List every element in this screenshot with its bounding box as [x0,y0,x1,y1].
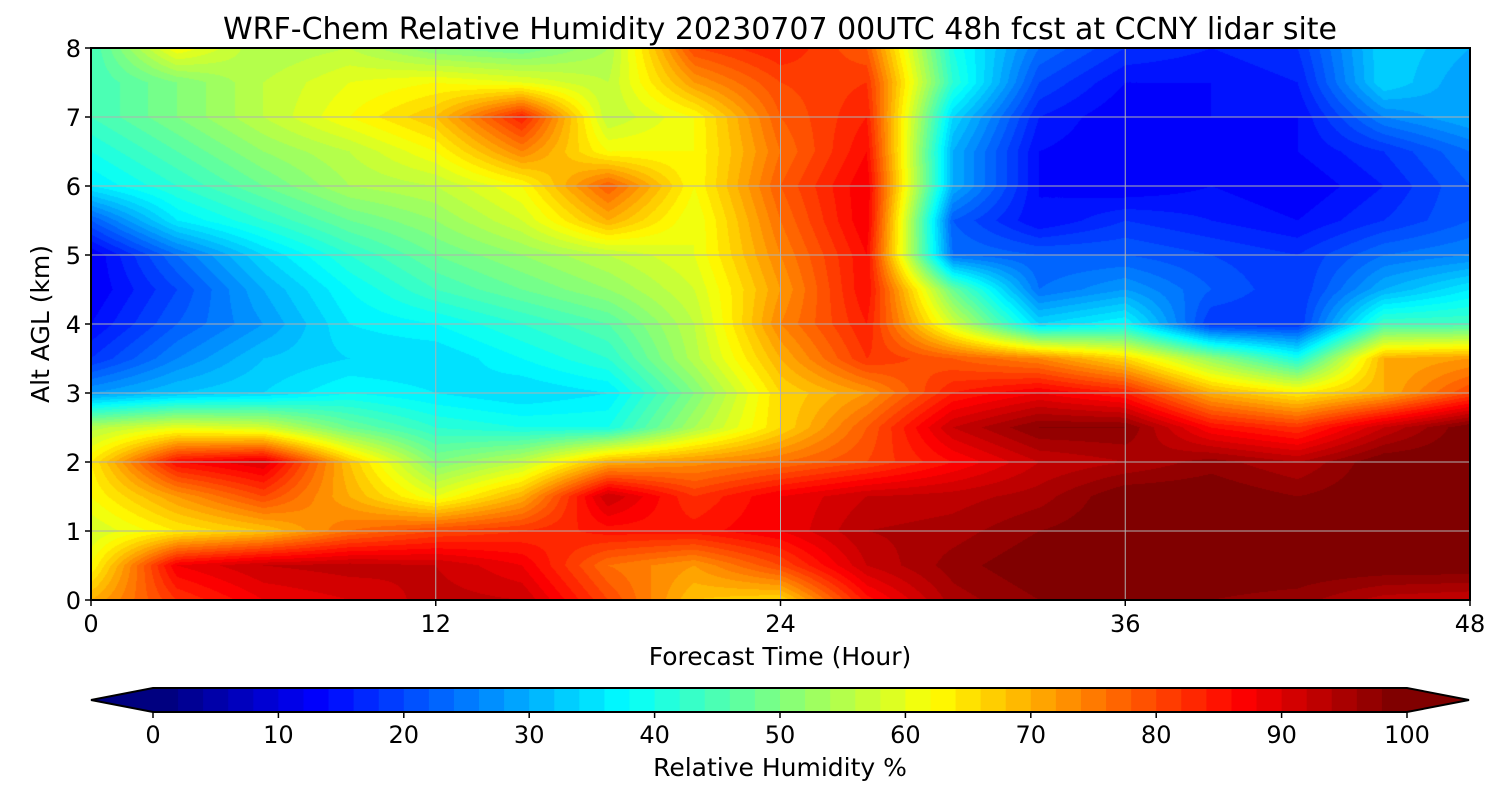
colorbar-swatch [428,688,455,712]
y-tick-label: 1 [66,518,81,546]
colorbar-swatch [378,688,405,712]
colorbar-swatch [604,688,631,712]
colorbar-swatch [1080,688,1107,712]
colorbar-swatch [654,688,681,712]
x-axis-label: Forecast Time (Hour) [649,642,912,671]
colorbar-swatch [203,688,229,712]
y-tick-label: 5 [66,242,81,270]
colorbar-swatch [453,688,480,712]
colorbar-tick-label: 100 [1384,721,1430,749]
y-tick-label: 8 [66,35,81,63]
colorbar-tick-label: 50 [765,721,796,749]
colorbar-swatch [228,688,254,712]
colorbar-swatch [253,688,279,712]
colorbar-swatch [403,688,430,712]
x-tick-label: 12 [420,610,451,638]
colorbar-swatch [1306,688,1333,712]
x-tick-label: 36 [1110,610,1141,638]
colorbar-swatch [729,688,756,712]
colorbar-swatch [1381,688,1408,712]
colorbar-tick-label: 70 [1016,721,1047,749]
x-axis-ticks: 0 12 24 36 48 [83,600,1485,638]
colorbar-swatch [303,688,330,712]
colorbar-swatch [178,688,204,712]
grid-lines [91,48,1470,600]
colorbar: 0 10 20 30 40 50 60 70 80 90 100 [90,687,1470,749]
colorbar-extend-low [91,688,153,712]
colorbar-tick-label: 20 [389,721,420,749]
colorbar-swatch [930,688,957,712]
y-tick-label: 4 [66,311,81,339]
y-tick-label: 0 [66,587,81,615]
colorbar-tick-label: 90 [1266,721,1297,749]
colorbar-swatch [780,688,806,712]
colorbar-swatch [1256,688,1283,712]
colorbar-swatch [328,688,355,712]
colorbar-swatch [629,688,656,712]
colorbar-label: Relative Humidity % [653,753,907,782]
colorbar-swatch [1206,688,1233,712]
colorbar-swatch [1106,688,1132,712]
colorbar-tick-label: 10 [263,721,294,749]
colorbar-swatch [1231,688,1258,712]
chart-title: WRF-Chem Relative Humidity 20230707 00UT… [223,12,1337,47]
colorbar-extend-high [1407,688,1469,712]
colorbar-swatch [504,688,530,712]
colorbar-swatch [905,688,932,712]
colorbar-swatch [704,688,731,712]
colorbar-swatch [679,688,706,712]
colorbar-swatch [554,688,580,712]
colorbar-swatch [529,688,555,712]
colorbar-swatch [1181,688,1207,712]
colorbar-swatch [980,688,1007,712]
colorbar-swatch [1331,688,1358,712]
x-tick-label: 24 [765,610,796,638]
colorbar-swatch [754,688,781,712]
colorbar-swatch [880,688,906,712]
colorbar-tick-label: 30 [514,721,545,749]
colorbar-tick-label: 40 [639,721,670,749]
colorbar-swatch [955,688,982,712]
colorbar-swatch [1156,688,1182,712]
colorbar-swatch [805,688,831,712]
colorbar-swatch [855,688,881,712]
y-axis-label: Alt AGL (km) [26,245,55,403]
colorbar-swatch [1131,688,1157,712]
y-tick-label: 3 [66,380,81,408]
x-tick-label: 0 [83,610,98,638]
colorbar-tick-label: 0 [145,721,160,749]
y-tick-label: 6 [66,173,81,201]
y-axis-ticks: 0 1 2 3 4 5 6 7 8 [66,35,91,615]
colorbar-swatch [353,688,380,712]
y-tick-label: 2 [66,449,81,477]
colorbar-swatch [579,688,606,712]
colorbar-swatch [479,688,505,712]
colorbar-ticks: 0 10 20 30 40 50 60 70 80 90 100 [145,712,1430,749]
colorbar-tick-label: 60 [890,721,921,749]
colorbar-swatch [278,688,305,712]
y-tick-label: 7 [66,104,81,132]
colorbar-tick-label: 80 [1141,721,1172,749]
colorbar-swatch [1281,688,1308,712]
colorbar-swatch [830,688,856,712]
colorbar-swatch [1356,688,1383,712]
colorbar-swatch [1055,688,1082,712]
x-tick-label: 48 [1455,610,1486,638]
colorbar-swatch [153,688,179,712]
colorbar-swatch [1030,688,1057,712]
colorbar-swatch [1005,688,1032,712]
